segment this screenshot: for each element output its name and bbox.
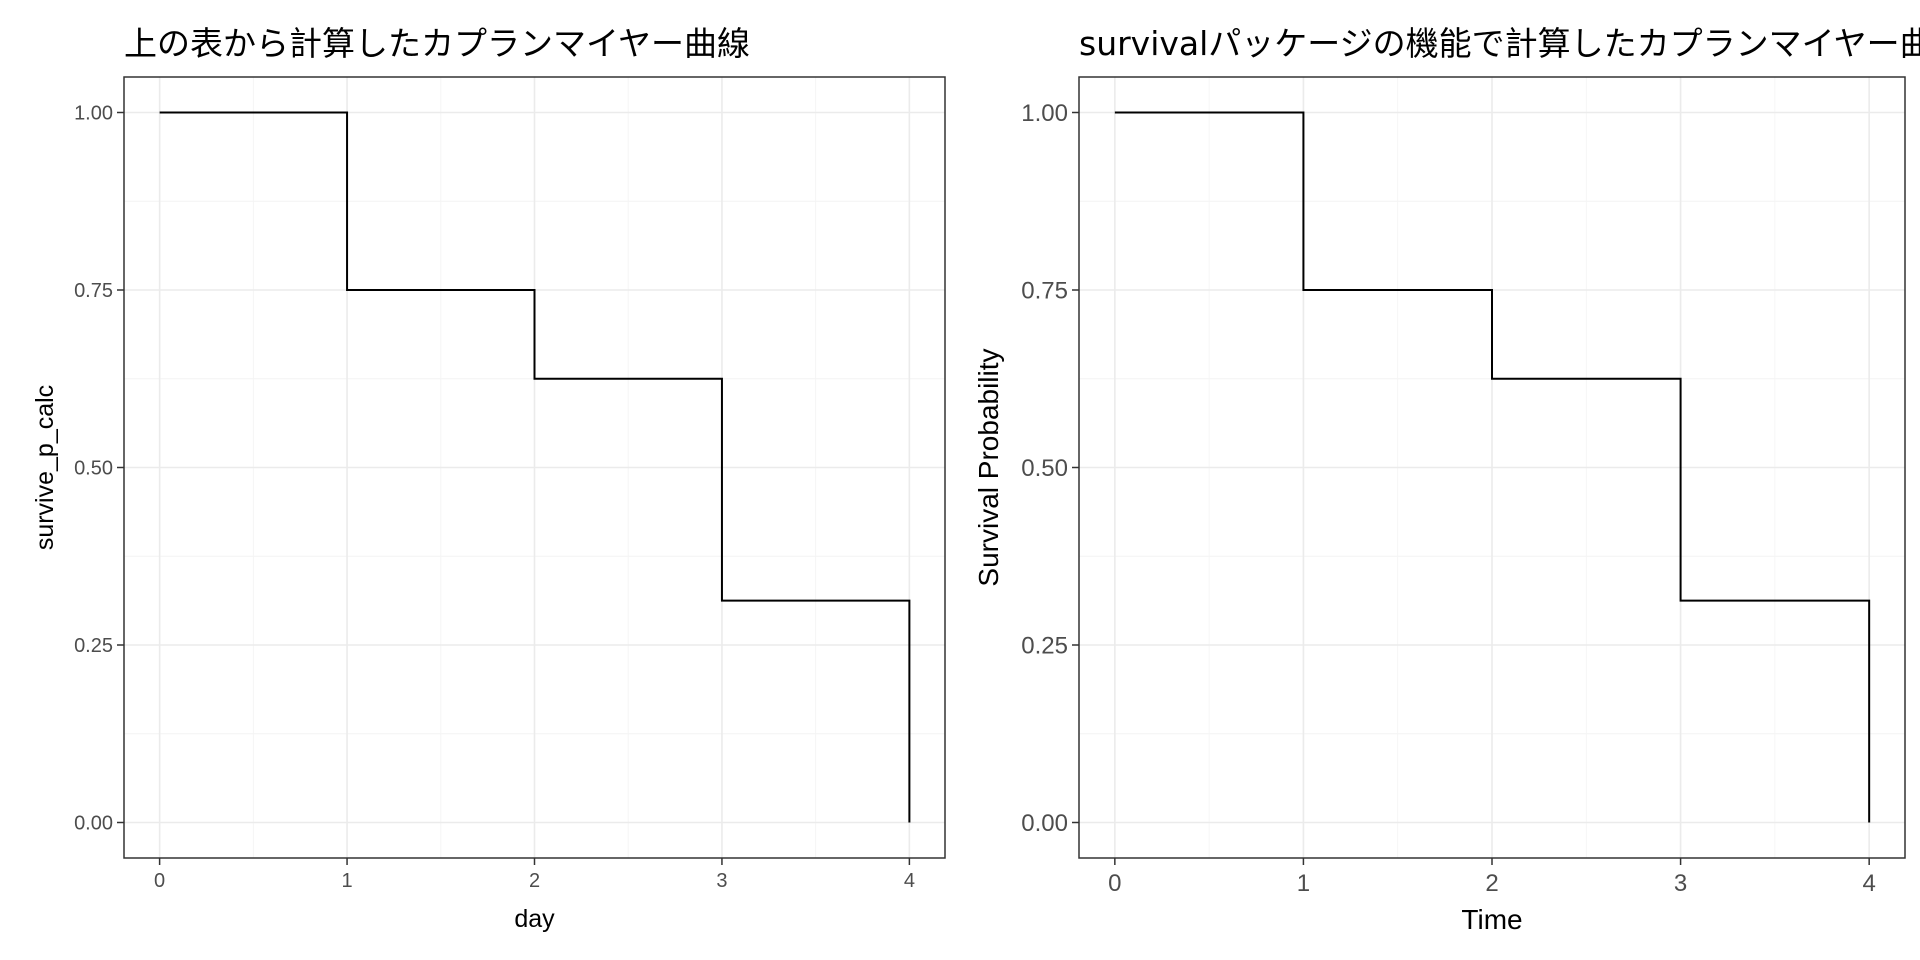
x-tick-label: 4	[904, 870, 915, 892]
chart-panel-1: 0 1 2 3 4 0.00 0.25 0.50 0.75 1.00 上の表から計算したカプランマイ…	[31, 24, 946, 933]
x-tick-label: 2	[529, 870, 540, 892]
y-tick-label: 0.75	[74, 280, 113, 302]
gridlines	[124, 77, 945, 858]
y-tick-label: 0.50	[1021, 455, 1068, 482]
survival-step-line	[159, 111, 911, 823]
y-axis-title: survive_p_calc	[31, 385, 59, 550]
x-axis-title: day	[514, 905, 555, 933]
y-tick-label: 0.00	[74, 813, 113, 835]
y-tick-label: 1.00	[1021, 100, 1068, 127]
survival-step-line	[1114, 111, 1871, 823]
x-tick-label: 2	[1485, 870, 1498, 897]
x-axis-title: Time	[1461, 904, 1522, 935]
y-tick-label: 0.75	[1021, 278, 1068, 305]
x-tick-label: 1	[341, 870, 352, 892]
gridlines	[1079, 77, 1905, 858]
y-tick-label: 0.25	[1021, 633, 1068, 660]
x-tick-label: 1	[1297, 870, 1310, 897]
y-axis-title: Survival Probability	[973, 348, 1004, 586]
chart-title: survivalパッケージの機能で計算したカプランマイヤー曲線	[1079, 24, 1920, 63]
y-tick-label: 0.50	[74, 458, 113, 480]
x-tick-label: 0	[154, 870, 165, 892]
x-tick-label: 4	[1862, 870, 1875, 897]
x-tick-label: 0	[1108, 870, 1121, 897]
x-tick-label: 3	[716, 870, 727, 892]
chart-title: 上の表から計算したカプランマイヤー曲線	[124, 24, 750, 63]
y-tick-label: 0.25	[74, 635, 113, 657]
x-tick-label: 3	[1674, 870, 1687, 897]
chart-panel-2: 0 1 2 3 4 0.00 0.25 0.50 0.75 1.00 survivalパッケージの機…	[973, 24, 1920, 935]
y-tick-label: 0.00	[1021, 810, 1068, 837]
y-tick-label: 1.00	[74, 103, 113, 125]
